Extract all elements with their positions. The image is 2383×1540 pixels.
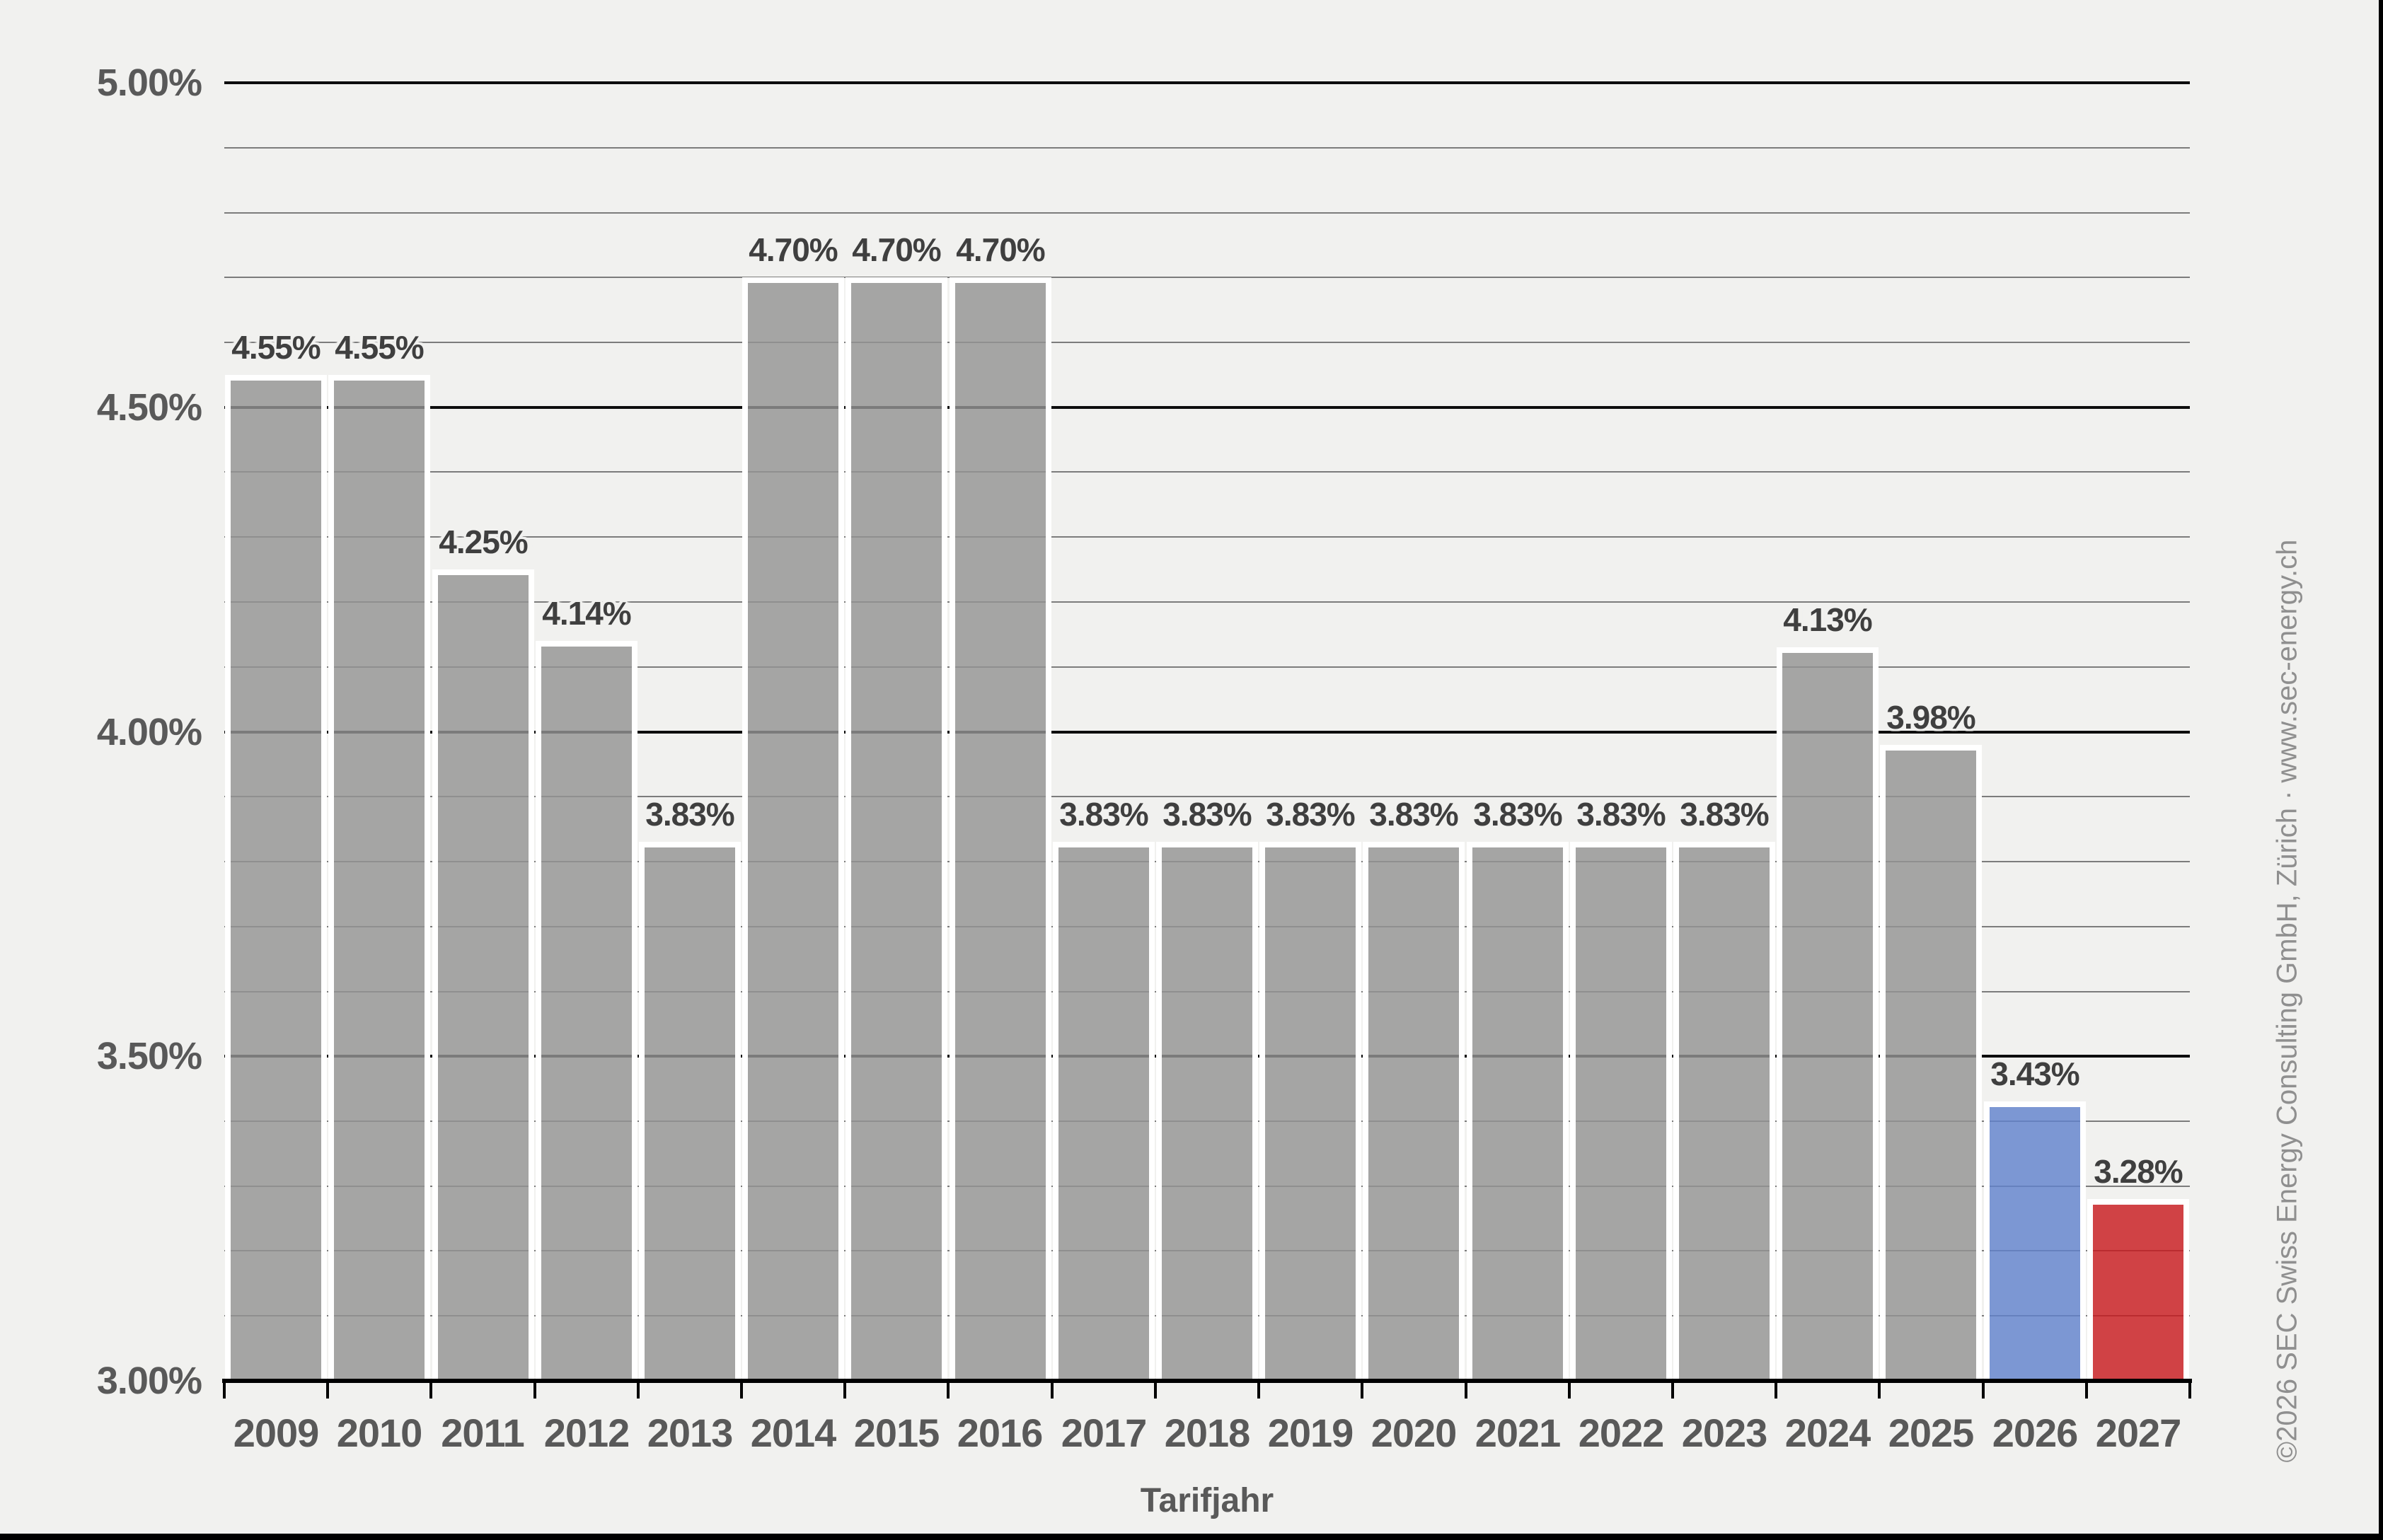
x-axis-tick-7 [947,1382,950,1399]
bar-2017 [1053,842,1155,1381]
x-axis-label-2025: 2025 [1888,1411,1975,1455]
x-axis-tick-3 [533,1382,536,1399]
minor-gridline-4.10 [224,666,2190,668]
x-axis-label-2019: 2019 [1267,1411,1354,1455]
minor-gridline-3.90 [224,796,2190,797]
x-axis-tick-15 [1775,1382,1777,1399]
x-axis-label-2011: 2011 [441,1411,525,1455]
bar-2027 [2087,1199,2189,1381]
x-axis-tick-9 [1154,1382,1157,1399]
bar-2015 [846,277,947,1381]
bar-value-label-2024: 4.13% [1783,601,1872,638]
bar-value-label-2014: 4.70% [749,231,838,268]
bar-2026 [1984,1101,2086,1381]
x-axis-tick-18 [2085,1382,2088,1399]
x-axis-label-2018: 2018 [1164,1411,1251,1455]
bar-value-label-2023: 3.83% [1680,796,1769,833]
minor-gridline-4.70 [224,277,2190,278]
bar-2016 [950,277,1051,1381]
bar-value-label-2021: 3.83% [1473,796,1562,833]
x-axis-label-2024: 2024 [1784,1411,1871,1455]
x-axis-tick-12 [1465,1382,1467,1399]
bar-2025 [1880,745,1982,1381]
bar-value-label-2015: 4.70% [852,231,941,268]
bar-2010 [328,375,430,1381]
x-axis-tick-5 [740,1382,743,1399]
major-gridline-4.00 [224,731,2190,734]
bar-value-label-2020: 3.83% [1369,796,1458,833]
x-axis-tick-17 [1982,1382,1985,1399]
bar-value-label-2016: 4.70% [956,231,1045,268]
x-axis-label-2014: 2014 [750,1411,837,1455]
x-axis-label-2017: 2017 [1061,1411,1148,1455]
minor-gridline-4.60 [224,342,2190,343]
bar-value-label-2026: 3.43% [1990,1055,2079,1092]
x-axis-label-2016: 2016 [957,1411,1044,1455]
x-axis-tick-14 [1671,1382,1674,1399]
bar-value-label-2009: 4.55% [231,329,321,366]
x-axis-label-2023: 2023 [1681,1411,1768,1455]
bar-2014 [742,277,844,1381]
bar-value-label-2010: 4.55% [335,329,424,366]
x-axis-tick-8 [1051,1382,1054,1399]
x-axis-title: Tarifjahr [1140,1482,1274,1519]
x-axis-label-2027: 2027 [2095,1411,2182,1455]
minor-gridline-4.30 [224,536,2190,538]
bar-2020 [1363,842,1465,1381]
y-axis-label-4.50%: 4.50% [96,386,202,429]
bar-value-label-2022: 3.83% [1576,796,1666,833]
minor-gridline-4.80 [224,212,2190,214]
bar-value-label-2027: 3.28% [2094,1153,2183,1190]
x-axis-tick-1 [326,1382,329,1399]
x-axis-label-2012: 2012 [543,1411,630,1455]
bar-2022 [1570,842,1672,1381]
x-axis-label-2015: 2015 [853,1411,940,1455]
y-axis-label-5.00%: 5.00% [96,62,202,104]
major-gridline-4.50 [224,406,2190,409]
x-axis-tick-0 [223,1382,226,1399]
x-axis-tick-2 [429,1382,432,1399]
bar-2019 [1259,842,1361,1381]
minor-gridline-4.90 [224,147,2190,149]
minor-gridline-4.20 [224,601,2190,603]
x-axis-label-2010: 2010 [336,1411,423,1455]
x-axis-tick-6 [843,1382,846,1399]
bar-value-label-2017: 3.83% [1059,796,1148,833]
x-axis-tick-13 [1568,1382,1571,1399]
bar-value-label-2019: 3.83% [1266,796,1355,833]
bar-value-label-2018: 3.83% [1162,796,1252,833]
bar-2018 [1156,842,1258,1381]
x-axis-label-2013: 2013 [647,1411,734,1455]
x-axis-tick-16 [1878,1382,1881,1399]
y-axis-label-4.00%: 4.00% [96,711,202,753]
x-axis-tick-11 [1361,1382,1363,1399]
bar-value-label-2025: 3.98% [1886,699,1975,736]
x-axis-tick-10 [1257,1382,1260,1399]
bar-2011 [432,569,534,1381]
bar-value-label-2013: 3.83% [645,796,734,833]
major-gridline-5.00 [224,81,2190,84]
bar-2023 [1673,842,1775,1381]
minor-gridline-4.40 [224,471,2190,473]
y-axis-label-3.50%: 3.50% [96,1035,202,1077]
x-axis-label-2026: 2026 [1992,1411,2079,1455]
x-axis-label-2020: 2020 [1371,1411,1458,1455]
x-axis-tick-4 [637,1382,640,1399]
y-axis-label-3.00%: 3.00% [96,1360,202,1402]
bar-2012 [536,641,637,1381]
bar-2009 [225,375,327,1381]
copyright-watermark: ©2026 SEC Swiss Energy Consulting GmbH, … [2271,539,2303,1463]
bar-value-label-2012: 4.14% [542,595,631,632]
x-axis-line [222,1379,2192,1383]
x-axis-label-2021: 2021 [1475,1411,1562,1455]
bar-2013 [639,842,741,1381]
bar-2021 [1467,842,1569,1381]
x-axis-label-2022: 2022 [1578,1411,1665,1455]
x-axis-label-2009: 2009 [233,1411,320,1455]
bar-value-label-2011: 4.25% [439,523,528,560]
x-axis-tick-19 [2188,1382,2191,1399]
bar-2024 [1777,647,1879,1381]
